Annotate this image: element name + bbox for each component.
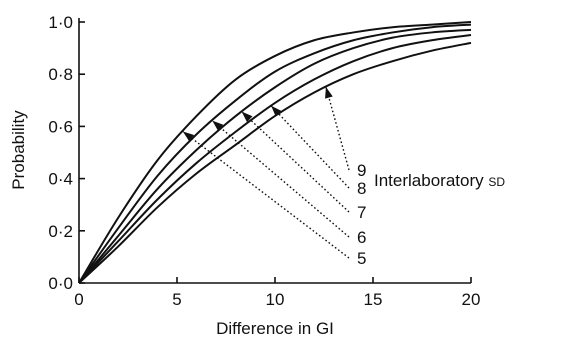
- y-axis-title: Probability: [9, 110, 28, 190]
- curve-sd-9: [78, 41, 472, 284]
- series-label-6: 6: [357, 228, 366, 247]
- y-tick-label: 0·2: [48, 222, 73, 241]
- arrow-head-5: [182, 131, 195, 142]
- y-tick-label: 0·4: [48, 170, 73, 189]
- legend-title-suffix: SD: [488, 175, 505, 189]
- series-label-5: 5: [357, 249, 366, 268]
- arrow-head-7: [241, 111, 253, 123]
- y-tick-label: 1·0: [48, 13, 73, 32]
- arrow-head-9: [325, 86, 333, 99]
- y-tick-label: 0·8: [48, 65, 73, 84]
- series-label-7: 7: [357, 203, 366, 222]
- x-tick-label: 15: [364, 290, 383, 309]
- curve-sd-5: [78, 21, 472, 284]
- x-tick-label: 20: [462, 290, 481, 309]
- curves: [78, 21, 472, 284]
- series-annotations: 5 6 7 89: [182, 86, 366, 268]
- leader-line-8: [270, 105, 350, 189]
- arrow-head-6: [212, 120, 224, 131]
- y-tick-label: 0·6: [48, 117, 73, 136]
- x-tick-label: 5: [172, 290, 181, 309]
- x-tick-label: 0: [74, 290, 83, 309]
- y-tick-label: 0·0: [48, 274, 73, 293]
- x-axis-title: Difference in GI: [216, 319, 334, 338]
- curve-sd-7: [78, 28, 472, 284]
- legend-title: Interlaboratory SD: [374, 171, 505, 190]
- curve-sd-6: [78, 23, 472, 284]
- ticks: 0 5 10 15 20 0·0 0·2 0·4 0·6 0·8 1·0: [48, 13, 480, 309]
- axes: [78, 18, 471, 284]
- x-tick-label: 10: [266, 290, 285, 309]
- curve-sd-8: [78, 34, 472, 284]
- leader-line-9: [325, 86, 350, 171]
- leader-line-7: [241, 111, 350, 213]
- series-label-8: 8: [357, 179, 366, 198]
- arrow-head-8: [271, 105, 282, 117]
- leader-line-6: [211, 120, 350, 238]
- legend-title-text: Interlaboratory: [374, 171, 484, 190]
- series-label-9: 9: [357, 161, 366, 180]
- leader-line-5: [182, 130, 350, 259]
